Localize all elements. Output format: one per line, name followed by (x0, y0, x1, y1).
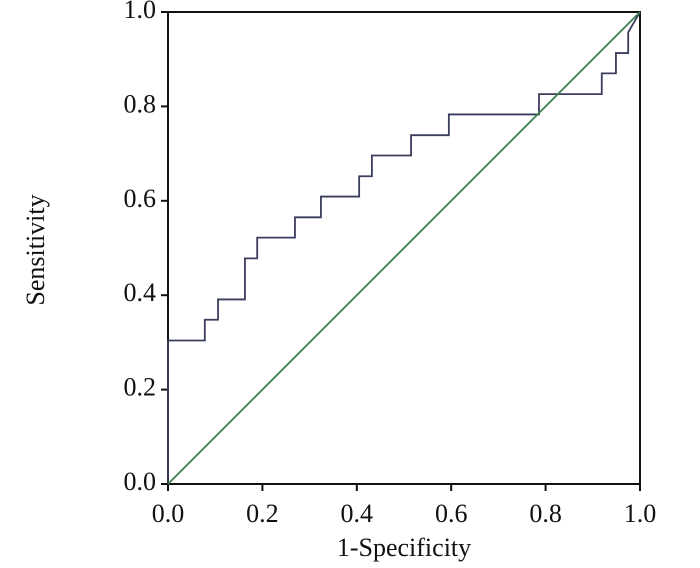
series-line (167, 11, 641, 485)
y-tick-label: 0.4 (124, 278, 157, 307)
y-tick-label: 0.0 (124, 467, 157, 496)
y-tick-label: 0.2 (124, 373, 157, 402)
x-tick-label: 1.0 (624, 499, 657, 528)
x-tick-label: 0.0 (152, 499, 185, 528)
y-tick-label: 0.8 (124, 89, 157, 118)
x-tick-label: 0.8 (529, 499, 562, 528)
y-tick-label: 1.0 (124, 0, 157, 24)
x-tick-label: 0.4 (341, 499, 374, 528)
y-tick-label: 0.6 (124, 184, 157, 213)
y-axis-title: Sensitivity (21, 194, 50, 305)
series-line (167, 11, 641, 484)
x-axis-title: 1-Specificity (337, 533, 471, 562)
x-tick-label: 0.2 (246, 499, 279, 528)
x-tick-label: 0.6 (435, 499, 468, 528)
plot-frame (167, 11, 641, 485)
